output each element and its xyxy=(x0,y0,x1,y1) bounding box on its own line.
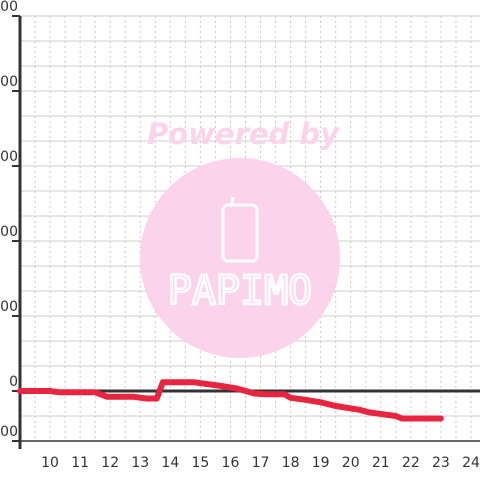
y-tick-label: -20,000 xyxy=(0,424,18,440)
x-tick-label: 17 xyxy=(252,455,270,471)
series-line-0 xyxy=(17,379,444,422)
powered-by-text: Powered by xyxy=(147,117,340,151)
x-tick-label: 19 xyxy=(312,455,330,471)
x-tick-label: 12 xyxy=(101,455,119,471)
series-layer xyxy=(17,379,444,422)
phone-icon xyxy=(221,203,259,263)
grid xyxy=(20,15,480,442)
y-tick-label: 150,000 xyxy=(0,0,18,15)
x-tick-label: 15 xyxy=(191,455,209,471)
y-tick-label: 120,000 xyxy=(0,74,18,90)
x-tick-label: 22 xyxy=(402,455,420,471)
phone-icon-top xyxy=(230,196,235,206)
y-tick-label: 60,000 xyxy=(0,224,18,240)
powered-by-watermark: Powered by PAPIMO xyxy=(140,117,340,358)
x-tick-label: 24 xyxy=(462,455,480,471)
y-tick-label: 90,000 xyxy=(0,149,18,165)
x-tick-label: 11 xyxy=(71,455,89,471)
y-tick-label: 0 xyxy=(9,374,18,390)
x-tick-label: 18 xyxy=(282,455,300,471)
x-tick-label: 10 xyxy=(41,455,59,471)
x-tick-label: 20 xyxy=(342,455,360,471)
x-tick-label: 21 xyxy=(372,455,390,471)
papimo-logo-text: PAPIMO xyxy=(168,268,313,314)
y-tick-labels: -20,000 0 30,000 60,000 90,000 120,000 150,000 xyxy=(0,0,18,440)
y-tick-label: 30,000 xyxy=(0,299,18,315)
x-tick-labels: 10 11 12 13 14 15 16 17 18 19 20 21 22 23 24 xyxy=(41,455,480,471)
x-tick-label: 23 xyxy=(432,455,450,471)
x-tick-label: 16 xyxy=(222,455,240,471)
watermark-circle xyxy=(140,158,340,358)
x-tick-label: 14 xyxy=(161,455,179,471)
x-tick-label: 13 xyxy=(131,455,149,471)
